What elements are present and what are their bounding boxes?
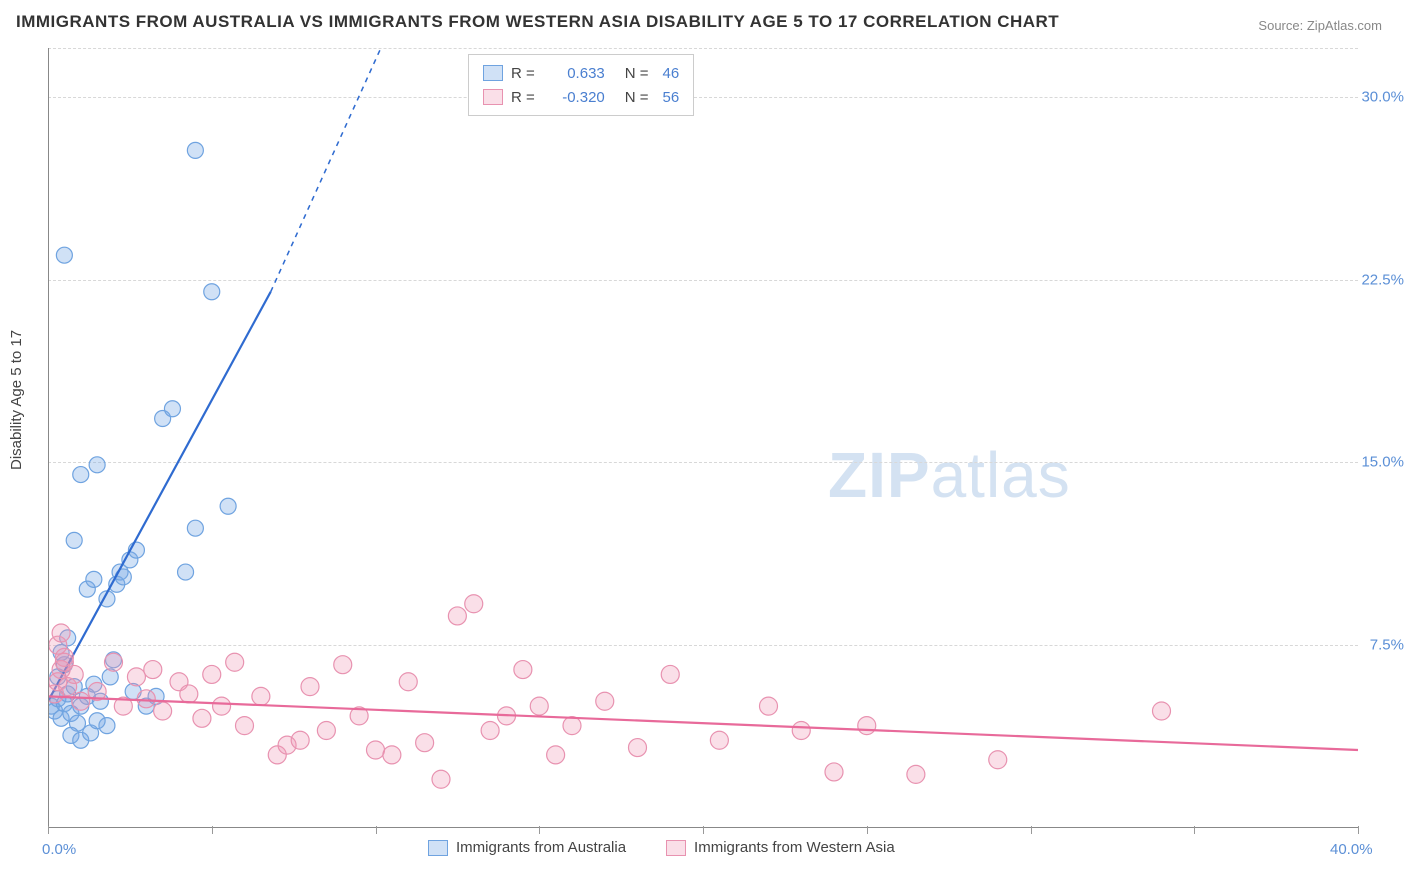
data-point [334, 656, 352, 674]
stats-legend: R = 0.633 N = 46 R = -0.320 N = 56 [468, 54, 694, 116]
series-legend-label: Immigrants from Australia [456, 839, 626, 856]
series-legend-item: Immigrants from Australia [428, 839, 626, 856]
y-tick-label: 22.5% [1361, 271, 1404, 288]
series-legend-label: Immigrants from Western Asia [694, 839, 895, 856]
data-point [154, 702, 172, 720]
data-point [180, 685, 198, 703]
data-point [629, 739, 647, 757]
n-value: 46 [663, 65, 680, 82]
data-point [73, 467, 89, 483]
x-tick-mark [867, 826, 868, 834]
data-point [226, 653, 244, 671]
data-point [52, 624, 70, 642]
data-point [563, 717, 581, 735]
data-point [367, 741, 385, 759]
data-point [193, 709, 211, 727]
data-point [465, 595, 483, 613]
data-point [164, 401, 180, 417]
x-tick-mark [703, 826, 704, 834]
r-label: R = [511, 89, 535, 106]
stats-legend-row: R = -0.320 N = 56 [483, 85, 679, 109]
data-point [481, 722, 499, 740]
data-point [383, 746, 401, 764]
x-tick-mark [48, 826, 49, 834]
y-tick-label: 7.5% [1370, 637, 1404, 654]
chart-title: IMMIGRANTS FROM AUSTRALIA VS IMMIGRANTS … [16, 12, 1059, 32]
data-point [416, 734, 434, 752]
data-point [432, 770, 450, 788]
data-point [203, 665, 221, 683]
data-point [204, 284, 220, 300]
data-point [989, 751, 1007, 769]
data-point [89, 713, 105, 729]
data-point [514, 661, 532, 679]
data-point [448, 607, 466, 625]
r-label: R = [511, 65, 535, 82]
x-tick-mark [212, 826, 213, 834]
data-point [291, 731, 309, 749]
data-point [55, 653, 73, 671]
data-point [858, 717, 876, 735]
data-point [596, 692, 614, 710]
y-axis-line [48, 48, 49, 828]
data-point [66, 532, 82, 548]
x-tick-label: 40.0% [1330, 841, 1373, 858]
data-point [178, 564, 194, 580]
n-label: N = [625, 65, 649, 82]
y-axis-label: Disability Age 5 to 17 [8, 330, 25, 470]
r-value: -0.320 [549, 89, 605, 106]
data-point [236, 717, 254, 735]
data-point [907, 765, 925, 783]
n-label: N = [625, 89, 649, 106]
data-point [220, 498, 236, 514]
data-point [187, 142, 203, 158]
data-point [547, 746, 565, 764]
data-point [137, 690, 155, 708]
y-tick-label: 30.0% [1361, 88, 1404, 105]
data-point [661, 665, 679, 683]
stats-legend-row: R = 0.633 N = 46 [483, 61, 679, 85]
data-point [792, 722, 810, 740]
data-point [399, 673, 417, 691]
x-tick-mark [1358, 826, 1359, 834]
data-point [72, 692, 90, 710]
series-legend: Immigrants from Australia Immigrants from… [428, 839, 895, 856]
y-tick-label: 15.0% [1361, 454, 1404, 471]
data-point [252, 687, 270, 705]
source-prefix: Source: [1258, 18, 1303, 33]
r-value: 0.633 [549, 65, 605, 82]
n-value: 56 [663, 89, 680, 106]
data-point [89, 457, 105, 473]
data-point [56, 247, 72, 263]
x-tick-mark [1031, 826, 1032, 834]
legend-swatch [483, 65, 503, 81]
data-point [710, 731, 728, 749]
legend-swatch [428, 840, 448, 856]
source-label: Source: ZipAtlas.com [1258, 18, 1382, 33]
x-tick-mark [1194, 826, 1195, 834]
legend-swatch [483, 89, 503, 105]
chart-area: ZIPatlas 7.5%15.0%22.5%30.0% 0.0%40.0% R… [48, 48, 1358, 828]
data-point [530, 697, 548, 715]
data-point [213, 697, 231, 715]
data-point [825, 763, 843, 781]
source-name: ZipAtlas.com [1307, 18, 1382, 33]
x-tick-mark [376, 826, 377, 834]
regression-line-extrapolated [271, 48, 392, 292]
regression-line [48, 292, 271, 702]
data-point [127, 668, 145, 686]
data-point [187, 520, 203, 536]
data-point [301, 678, 319, 696]
data-point [1153, 702, 1171, 720]
data-point [86, 571, 102, 587]
data-point [105, 653, 123, 671]
data-point [144, 661, 162, 679]
legend-swatch [666, 840, 686, 856]
x-tick-label: 0.0% [42, 841, 76, 858]
series-legend-item: Immigrants from Western Asia [666, 839, 895, 856]
scatter-plot [48, 48, 1358, 828]
x-tick-mark [539, 826, 540, 834]
data-point [317, 722, 335, 740]
data-point [760, 697, 778, 715]
